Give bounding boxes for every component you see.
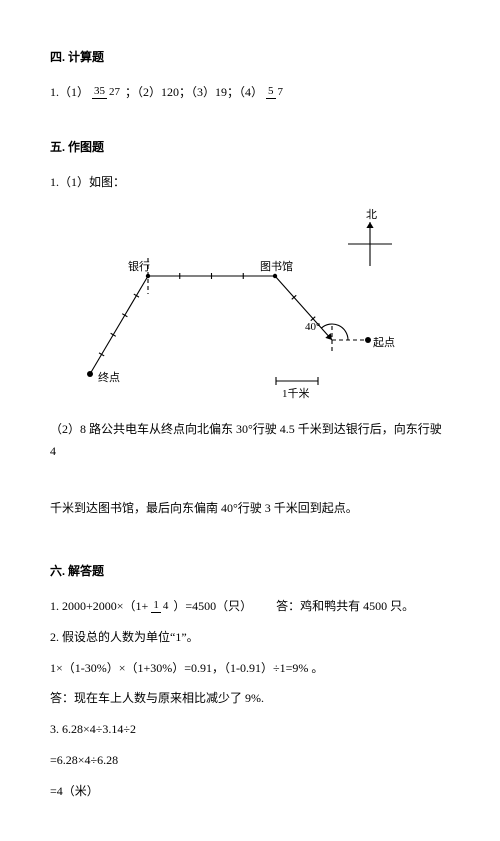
section-4-q1: 1.（1） 35 27 ；（2）120；（3）19；（4） 5 7 xyxy=(50,81,450,104)
s6-q1-frac-num: 1 xyxy=(151,600,161,613)
s4-q1-frac2-den: 7 xyxy=(276,86,286,98)
section-4-title: 四. 计算题 xyxy=(50,48,450,65)
s6-q1: 1. 2000+2000×（1+ 1 4 ）=4500（只） 答：鸡和鸭共有 4… xyxy=(50,595,450,618)
label-scale: 1千米 xyxy=(282,385,310,401)
s6-q3-c: =4（米） xyxy=(50,780,450,803)
s4-q1-frac2: 5 7 xyxy=(266,86,285,99)
s4-q1-frac1: 35 27 xyxy=(92,86,122,99)
label-north: 北 xyxy=(366,206,377,222)
s4-q1-frac1-den: 27 xyxy=(107,86,122,98)
s4-q1-frac1-num: 35 xyxy=(92,86,107,99)
label-start: 起点 xyxy=(373,334,395,350)
label-library: 图书馆 xyxy=(260,258,293,274)
s6-q2-a: 2. 假设总的人数为单位“1”。 xyxy=(50,626,450,649)
s4-q1-frac2-num: 5 xyxy=(266,86,276,99)
s6-q1-a: 1. 2000+2000×（1+ xyxy=(50,595,148,618)
s6-q1-ans: 答：鸡和鸭共有 4500 只。 xyxy=(276,595,414,618)
s4-q1-prefix: 1.（1） xyxy=(50,81,89,104)
label-end: 终点 xyxy=(98,369,120,385)
s5-q1-intro: 1.（1）如图： xyxy=(50,171,450,194)
label-angle: 40° xyxy=(305,321,320,333)
s6-q1-frac-den: 4 xyxy=(161,600,171,612)
section-6-title: 六. 解答题 xyxy=(50,562,450,579)
route-diagram: 北 银行 图书馆 40° 起点 终点 1千米 xyxy=(50,204,450,404)
s6-q3-b: =6.28×4÷6.28 xyxy=(50,749,450,772)
s4-q1-mid: ；（2）120；（3）19；（4） xyxy=(125,81,263,104)
s6-q2-b: 1×（1-30%）×（1+30%）=0.91，（1-0.91）÷1=9% 。 xyxy=(50,657,450,680)
s6-q1-frac: 1 4 xyxy=(151,600,170,613)
s5-q2-line1: （2）8 路公共电车从终点向北偏东 30°行驶 4.5 千米到达银行后，向东行驶… xyxy=(50,418,450,464)
label-bank: 银行 xyxy=(128,258,150,274)
s6-q3-a: 3. 6.28×4÷3.14÷2 xyxy=(50,718,450,741)
s5-q2-line2: 千米到达图书馆，最后向东偏南 40°行驶 3 千米回到起点。 xyxy=(50,497,450,520)
section-5-title: 五. 作图题 xyxy=(50,138,450,155)
s6-q1-b: ）=4500（只） xyxy=(173,595,252,618)
